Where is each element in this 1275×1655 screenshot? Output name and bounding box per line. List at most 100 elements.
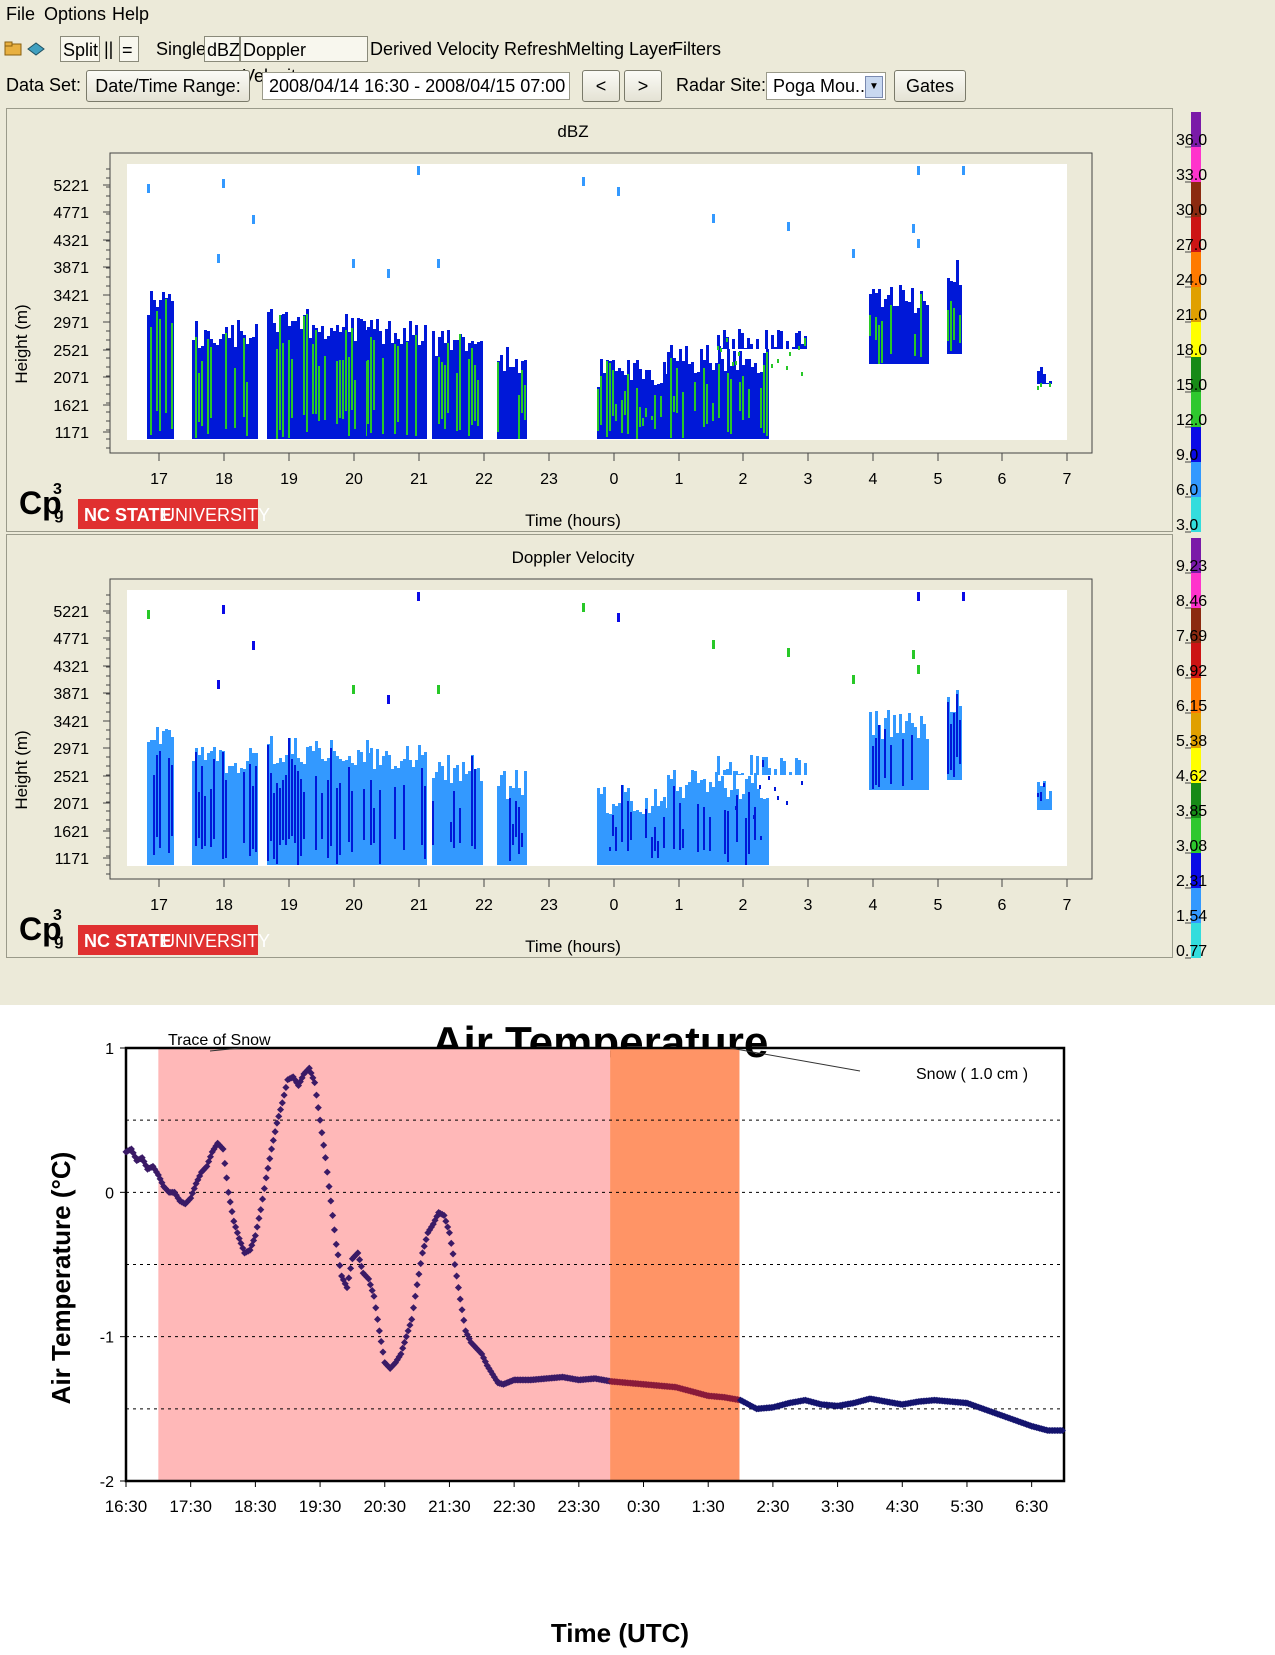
temperature-point — [422, 1235, 430, 1244]
split-button[interactable]: Split — [60, 36, 100, 62]
menu-file[interactable]: File — [6, 4, 36, 24]
temperature-point — [402, 1333, 410, 1341]
legend-swatch — [1191, 112, 1201, 147]
dbz-legend: 36.0 33.0 30.0 27.0 24.0 21.0 18.0 15.0 12.0 9.0 6… — [1176, 108, 1275, 534]
legend-label: 2.31 — [1176, 873, 1207, 890]
date-time-range-field[interactable]: 2008/04/14 16:30 - 2008/04/15 07:00 — [262, 72, 570, 100]
doppler-velocity-button[interactable]: Doppler Velocity — [240, 36, 368, 86]
split-vertical-button[interactable]: || — [104, 39, 114, 59]
nc-state-logo: NC STATE UNIVERSITY — [78, 499, 270, 529]
temperature-point — [447, 1239, 455, 1247]
trace-annotation-leader — [209, 1047, 241, 1052]
y-tick-label: 0 — [105, 1185, 114, 1202]
x-tick-label: 6 — [998, 471, 1007, 488]
radar-viewer-app: File Options Help Split || = Single dBZ … — [0, 0, 1275, 1005]
dbz-button[interactable]: dBZ — [204, 36, 240, 62]
temperature-point — [224, 1188, 232, 1196]
temperature-point — [232, 1223, 240, 1231]
x-tick-label: 3:30 — [821, 1497, 854, 1516]
y-tick-label: 2521 — [53, 769, 89, 786]
previous-button[interactable]: < — [582, 70, 620, 102]
nc-state-text: NC STATE — [84, 505, 171, 525]
legend-swatch — [1191, 573, 1201, 608]
legend-label: 36.0 — [1176, 132, 1207, 149]
radar-site-select[interactable]: Poga Mou... ▼ — [766, 72, 886, 100]
legend-swatch — [1191, 322, 1201, 357]
temperature-point — [269, 1136, 277, 1144]
split-horizontal-button[interactable]: = — [119, 36, 139, 62]
y-axis-title: Air Temperature (°C) — [46, 1152, 76, 1405]
legend-label: 8.46 — [1176, 593, 1207, 610]
x-tick-label: 22:30 — [493, 1497, 536, 1516]
snow-annotation: Snow ( 1.0 cm ) — [916, 1066, 1028, 1083]
x-tick-label: 23:30 — [558, 1497, 601, 1516]
temperature-point — [460, 1316, 468, 1324]
y-tick-label: 3871 — [53, 260, 89, 277]
refresh-button[interactable]: Refresh — [504, 39, 568, 59]
temperature-point — [345, 1274, 353, 1282]
legend-swatch — [1191, 818, 1201, 853]
x-tick-label: 2:30 — [756, 1497, 789, 1516]
menu-help[interactable]: Help — [112, 4, 150, 24]
echo-layer — [147, 592, 1052, 865]
toolbar: Split || = Single dBZ Doppler Velocity D… — [0, 30, 1275, 86]
temperature-point — [372, 1304, 380, 1312]
chevron-down-icon[interactable]: ▼ — [865, 76, 883, 98]
gates-button[interactable]: Gates — [894, 70, 966, 102]
legend-swatch — [1191, 608, 1201, 643]
derived-velocity-button[interactable]: Derived Velocity — [370, 39, 500, 59]
legend-label: 18.0 — [1176, 342, 1207, 359]
x-tick-label: 3 — [804, 471, 813, 488]
legend-label: 5.38 — [1176, 733, 1207, 750]
x-tick-label: 1 — [675, 897, 684, 914]
legend-swatch — [1191, 538, 1201, 573]
temperature-point — [442, 1217, 450, 1225]
date-time-range-button[interactable]: Date/Time Range: — [86, 70, 250, 102]
filters-button[interactable]: Filters — [672, 39, 721, 59]
temperature-point — [417, 1260, 425, 1268]
temperature-point — [409, 1304, 418, 1312]
legend-swatch — [1191, 643, 1201, 678]
x-tick-label: 18 — [215, 897, 233, 914]
x-tick-label: 17 — [150, 471, 168, 488]
radar-site-label: Radar Site: — [676, 75, 767, 95]
melting-layer-button[interactable]: Melting Layer — [566, 39, 675, 59]
y-tick-label: 1171 — [55, 425, 90, 442]
doppler-legend: 9.23 8.46 7.69 6.92 6.15 5.38 4.62 3.85 3.08 2.31… — [1176, 534, 1275, 960]
temperature-point — [379, 1348, 387, 1356]
temperature-point — [323, 1168, 331, 1176]
university-text: UNIVERSITY — [162, 931, 270, 951]
single-button[interactable]: Single — [156, 39, 207, 59]
y-tick-label: -2 — [100, 1474, 114, 1491]
x-tick-label: 7 — [1063, 897, 1072, 914]
logo-sup: 3 — [53, 481, 62, 498]
menu-options[interactable]: Options — [44, 4, 107, 24]
temperature-point — [375, 1327, 383, 1335]
legend-swatch — [1191, 748, 1201, 783]
snow-annotation-leader — [729, 1047, 861, 1072]
next-button[interactable]: > — [624, 70, 662, 102]
temperature-point — [336, 1261, 344, 1269]
x-axis-label: Time (hours) — [525, 511, 621, 530]
temperature-point — [325, 1183, 333, 1191]
x-tick-label: 2 — [739, 897, 748, 914]
legend-label: 24.0 — [1176, 272, 1207, 289]
legend-label: 6.0 — [1176, 482, 1198, 499]
y-tick-label: 1621 — [53, 398, 89, 415]
dbz-panel: dBZ 5221 4771 4321 3871 3421 2971 2521 2071 1621… — [6, 108, 1173, 532]
legend-label: 4.62 — [1176, 768, 1207, 785]
x-tick-label: 2 — [739, 471, 748, 488]
temperature-point — [314, 1104, 322, 1112]
open-folder-icon[interactable] — [4, 38, 24, 64]
temperature-point — [259, 1195, 267, 1203]
temperature-point — [397, 1350, 405, 1358]
legend-label: 7.69 — [1176, 628, 1207, 645]
dataset-row: Data Set: Date/Time Range: 2008/04/14 16… — [0, 68, 1275, 104]
legend-label: 30.0 — [1176, 202, 1207, 219]
y-tick-label: 3421 — [53, 288, 89, 305]
temperature-point — [368, 1286, 376, 1295]
save-disk-icon[interactable] — [26, 38, 46, 64]
legend-swatch — [1191, 713, 1201, 748]
legend-label: 21.0 — [1176, 307, 1207, 324]
y-tick-label: 1621 — [53, 824, 89, 841]
